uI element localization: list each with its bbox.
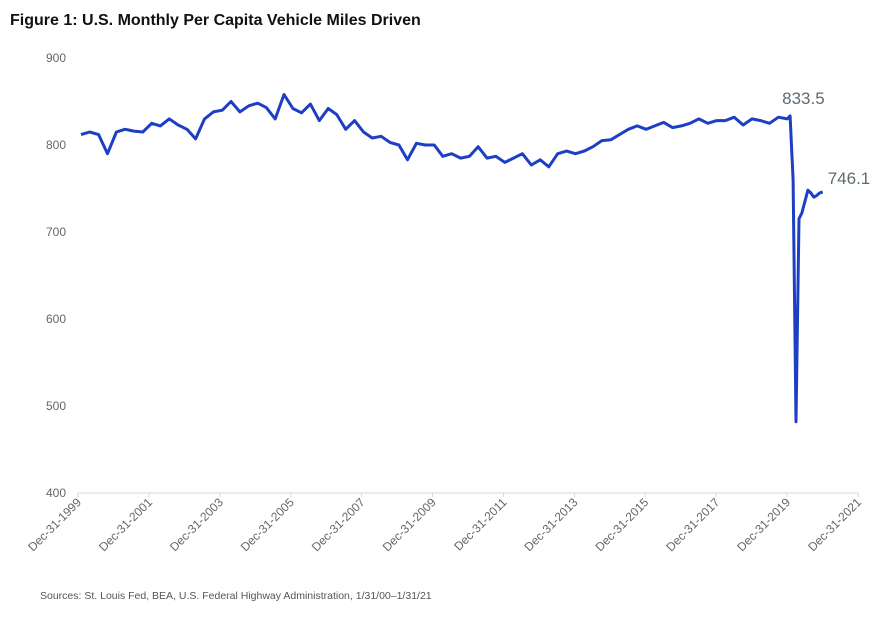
y-tick-label: 700 — [46, 225, 66, 239]
y-axis: 400 500 600 700 800 900 — [46, 51, 66, 500]
x-axis: Dec-31-1999 Dec-31-2001 Dec-31-2003 Dec-31-… — [25, 493, 864, 554]
data-label: 833.5 — [782, 89, 825, 108]
y-tick-label: 400 — [46, 486, 66, 500]
series-line — [80, 93, 824, 424]
x-tick-label: Dec-31-2011 — [451, 495, 510, 554]
source-note: Sources: St. Louis Fed, BEA, U.S. Federa… — [40, 590, 432, 602]
x-tick-label: Dec-31-2013 — [522, 495, 581, 554]
x-tick-label: Dec-31-1999 — [25, 495, 84, 554]
x-tick-label: Dec-31-2007 — [309, 495, 368, 554]
x-tick-label: Dec-31-2015 — [592, 495, 651, 554]
chart-title: Figure 1: U.S. Monthly Per Capita Vehicl… — [10, 12, 421, 29]
x-tick-label: Dec-31-2001 — [96, 495, 155, 554]
annotations: 833.5 746.1 — [782, 89, 870, 188]
x-tick-label: Dec-31-2005 — [238, 495, 297, 554]
x-tick-label: Dec-31-2003 — [167, 495, 226, 554]
y-tick-label: 900 — [46, 51, 66, 65]
x-tick-label: Dec-31-2017 — [663, 495, 722, 554]
y-tick-label: 800 — [46, 138, 66, 152]
x-tick-label: Dec-31-2009 — [380, 495, 439, 554]
x-tick-label: Dec-31-2021 — [805, 495, 864, 554]
x-tick-label: Dec-31-2019 — [734, 495, 793, 554]
y-tick-label: 500 — [46, 399, 66, 413]
data-label: 746.1 — [828, 169, 871, 188]
y-tick-label: 600 — [46, 312, 66, 326]
